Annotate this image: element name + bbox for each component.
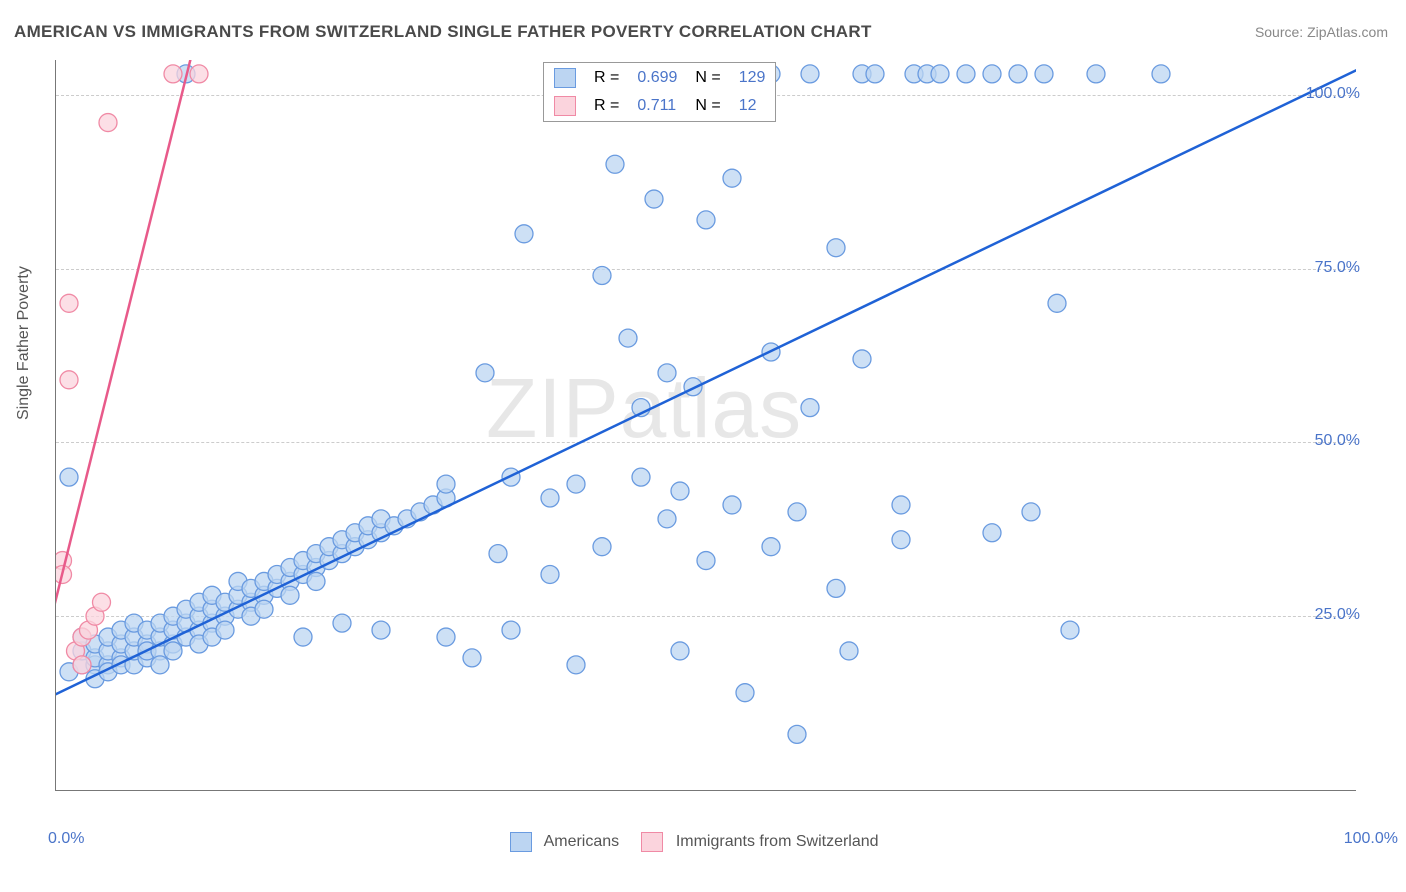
chart-container: AMERICAN VS IMMIGRANTS FROM SWITZERLAND … (0, 0, 1406, 892)
source-label: Source: ZipAtlas.com (1255, 24, 1388, 40)
legend-series: Americans Immigrants from Switzerland (510, 832, 879, 852)
x-origin-label: 0.0% (48, 830, 84, 848)
legend-stats: R = 0.699 N = 129 R = 0.711 N = 12 (543, 62, 776, 122)
r-label: R = (586, 65, 627, 91)
n-value: 129 (731, 65, 774, 91)
n-value: 12 (731, 93, 774, 119)
legend-stats-row: R = 0.711 N = 12 (546, 93, 773, 119)
r-value: 0.699 (629, 65, 685, 91)
r-label: R = (586, 93, 627, 119)
n-label: N = (687, 65, 728, 91)
chart-title: AMERICAN VS IMMIGRANTS FROM SWITZERLAND … (14, 22, 872, 42)
y-axis-label: Single Father Poverty (15, 266, 33, 420)
r-value: 0.711 (629, 93, 685, 119)
n-label: N = (687, 93, 728, 119)
swatch-immigrants (641, 832, 663, 852)
swatch-americans (554, 68, 576, 88)
swatch-immigrants (554, 96, 576, 116)
legend-label: Immigrants from Switzerland (676, 833, 879, 850)
scatter-svg (56, 60, 1356, 790)
plot-area: ZIPatlas (55, 60, 1356, 791)
legend-label: Americans (544, 833, 620, 850)
x-max-label: 100.0% (1344, 830, 1398, 848)
swatch-americans (510, 832, 532, 852)
legend-stats-row: R = 0.699 N = 129 (546, 65, 773, 91)
